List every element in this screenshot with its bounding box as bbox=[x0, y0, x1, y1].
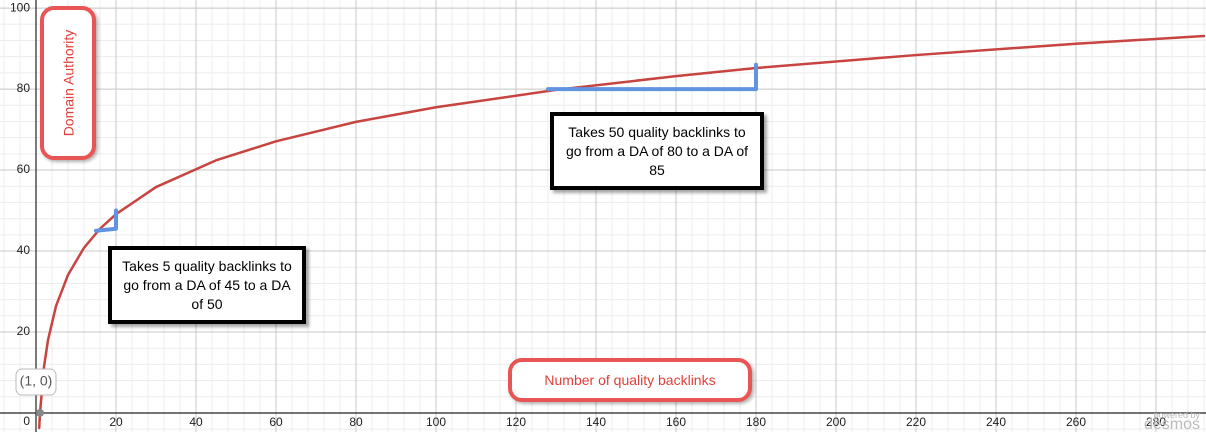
y-tick-label: 100 bbox=[10, 0, 30, 14]
x-tick-label: 20 bbox=[109, 415, 123, 429]
x-tick-label: 40 bbox=[189, 415, 203, 429]
y-tick-label: 80 bbox=[17, 81, 31, 95]
x-tick-label: 260 bbox=[1066, 415, 1086, 429]
y-tick-label: 0 bbox=[23, 414, 30, 428]
point-label: (1, 0) bbox=[20, 373, 53, 389]
x-tick-label: 60 bbox=[269, 415, 283, 429]
x-tick-label: 180 bbox=[746, 415, 766, 429]
watermark-logo: desmos bbox=[1143, 416, 1200, 433]
y-axis-label-box: Domain Authority bbox=[40, 6, 96, 160]
point-label-box bbox=[15, 368, 57, 396]
x-axis-label-box: Number of quality backlinks bbox=[508, 358, 752, 402]
x-tick-label: 200 bbox=[826, 415, 846, 429]
y-tick-label: 20 bbox=[17, 324, 31, 338]
x-tick-label: 160 bbox=[666, 415, 686, 429]
series-line bbox=[546, 62, 758, 92]
x-tick-label: 220 bbox=[906, 415, 926, 429]
x-tick-label: 100 bbox=[426, 415, 446, 429]
x-tick-label: 80 bbox=[349, 415, 363, 429]
watermark-small: powered by bbox=[1153, 410, 1200, 420]
y-tick-label: 40 bbox=[17, 243, 31, 257]
watermark: powered by desmos bbox=[1143, 410, 1200, 433]
annotation: Takes 50 quality backlinks to go from a … bbox=[550, 112, 764, 190]
x-axis-label: Number of quality backlinks bbox=[544, 372, 716, 388]
x-tick-label: 140 bbox=[586, 415, 606, 429]
x-tick-label: 120 bbox=[506, 415, 526, 429]
x-tick-label: 280 bbox=[1146, 415, 1166, 429]
annotation: Takes 5 quality backlinks to go from a D… bbox=[108, 246, 306, 324]
point bbox=[36, 408, 44, 417]
series-line bbox=[94, 208, 118, 233]
y-axis-label: Domain Authority bbox=[60, 29, 77, 137]
series-line bbox=[37, 34, 1206, 430]
x-tick-label: 240 bbox=[986, 415, 1006, 429]
y-tick-label: 60 bbox=[17, 162, 31, 176]
